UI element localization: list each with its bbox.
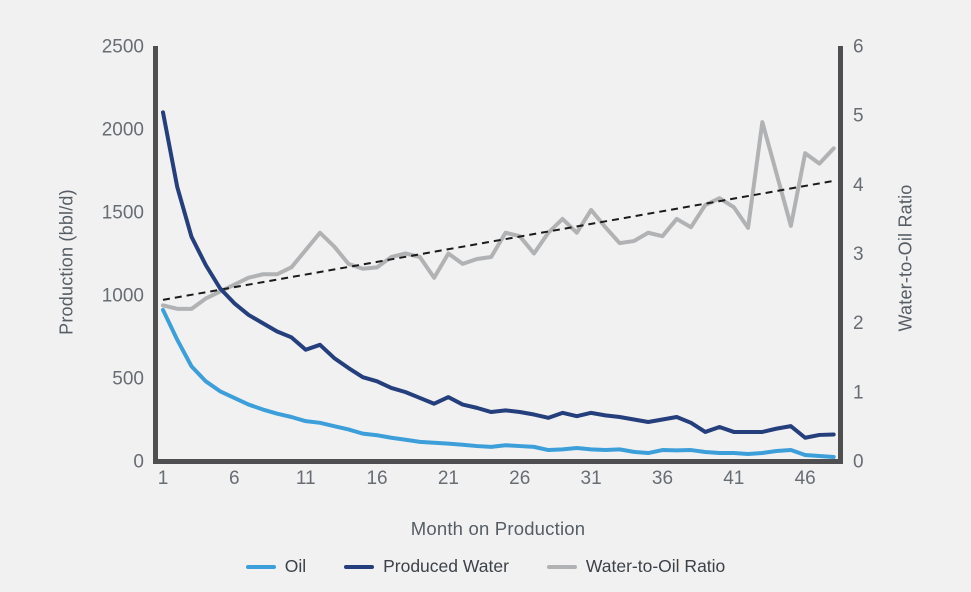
left-axis-title: Production (bbl/d) — [56, 189, 77, 335]
legend-item-oil: Oil — [245, 556, 307, 577]
wor-line-swatch — [546, 564, 577, 569]
right-axis-tick-label: 0 — [853, 452, 864, 473]
legend: Oil Produced Water Water-to-Oil Ratio — [0, 556, 971, 577]
legend-label: Oil — [284, 556, 307, 576]
x-axis-tick-label: 11 — [296, 468, 316, 489]
x-axis-tick-label: 6 — [229, 468, 240, 489]
oil-line — [161, 307, 836, 460]
oil-line-swatch — [245, 564, 276, 569]
x-axis-tick-label: 26 — [509, 468, 530, 489]
trend-line — [162, 179, 834, 301]
right-axis-tick-label: 1 — [853, 382, 864, 403]
wor-line — [161, 120, 836, 311]
left-axis-tick-label: 0 — [133, 452, 144, 473]
left-axis-tick-label: 500 — [112, 369, 144, 390]
x-axis-title: Month on Production — [410, 518, 586, 539]
right-axis-tick-label: 5 — [853, 106, 864, 127]
left-axis-line — [153, 46, 158, 464]
x-axis-tick-label: 16 — [366, 468, 387, 489]
right-axis-line — [838, 46, 843, 464]
left-axis-tick-label: 2000 — [102, 120, 144, 141]
x-axis-tick-label: 1 — [158, 468, 169, 489]
left-axis-tick-label: 1000 — [102, 286, 144, 307]
x-axis-tick-label: 21 — [438, 468, 459, 489]
right-axis-tick-label: 6 — [853, 37, 864, 58]
legend-label: Water-to-Oil Ratio — [585, 556, 726, 576]
legend-label: Produced Water — [383, 556, 509, 576]
right-axis-tick-label: 4 — [853, 175, 864, 196]
x-axis-tick-label: 31 — [581, 468, 602, 489]
right-axis-tick-label: 3 — [853, 244, 864, 265]
right-axis-tick-label: 2 — [853, 313, 864, 334]
legend-item-wor: Water-to-Oil Ratio — [546, 556, 726, 577]
x-axis-line — [153, 459, 843, 464]
x-axis-tick-label: 46 — [795, 468, 816, 489]
x-axis-tick-label: 36 — [652, 468, 673, 489]
x-axis-tick-label: 41 — [723, 468, 744, 489]
right-axis-title: Water-to-Oil Ratio — [895, 184, 916, 332]
produced-water-line-swatch — [344, 564, 375, 569]
left-axis-tick-label: 1500 — [102, 203, 144, 224]
legend-item-produced-water: Produced Water — [344, 556, 509, 577]
left-axis-tick-label: 2500 — [102, 37, 144, 58]
produced-water-line — [161, 110, 836, 440]
